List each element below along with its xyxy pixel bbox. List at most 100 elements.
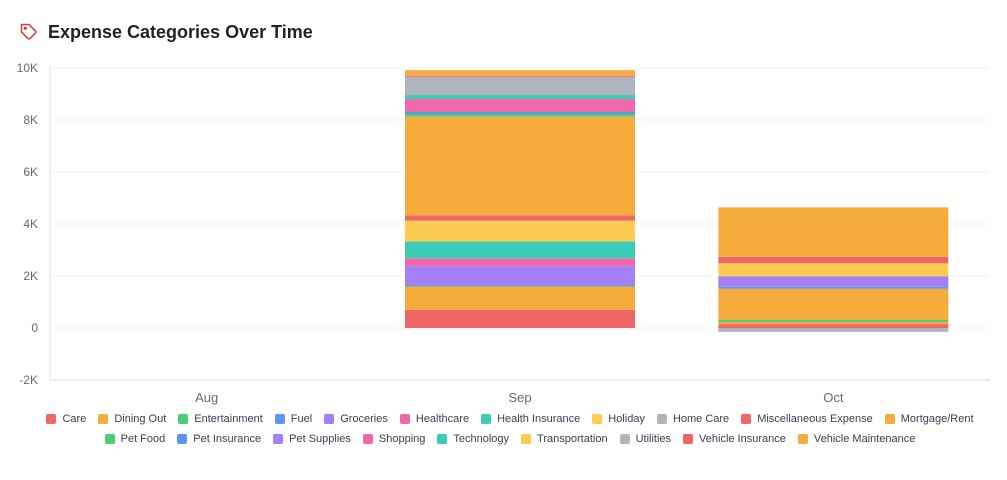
- legend-swatch: [619, 434, 630, 444]
- legend-swatch: [437, 434, 448, 444]
- bar-segment: [718, 324, 949, 328]
- legend-label: Healthcare: [415, 413, 470, 425]
- legend-label: Groceries: [340, 413, 388, 425]
- legend-swatch: [98, 414, 109, 424]
- y-tick-label: 6K: [23, 165, 38, 179]
- stacked-bar-chart: -2K 0 2K 4K 6K 8K 10K Aug Sep Oct: [17, 61, 990, 405]
- legend-swatch: [178, 414, 189, 424]
- bar-segment: [718, 286, 949, 289]
- legend-swatch: [324, 414, 335, 424]
- bar-segment: [718, 256, 949, 264]
- legend-swatch: [741, 414, 752, 424]
- legend-swatch: [273, 434, 284, 444]
- legend-item[interactable]: Vehicle Insurance: [683, 432, 786, 446]
- legend-item[interactable]: Mortgage/Rent: [884, 412, 974, 426]
- legend-swatch: [399, 414, 410, 424]
- bar-segment: [405, 111, 635, 115]
- bar-segment: [718, 322, 949, 325]
- bar-segment: [405, 266, 635, 285]
- y-tick-label: 4K: [23, 217, 38, 231]
- x-category-label: Oct: [823, 390, 844, 405]
- legend-item[interactable]: Utilities: [619, 432, 672, 446]
- bar-segment: [405, 215, 635, 221]
- bar-segment: [405, 258, 635, 267]
- legend-item[interactable]: Pet Supplies: [273, 432, 351, 446]
- chart-title: Expense Categories Over Time: [48, 21, 313, 42]
- legend-swatch: [177, 434, 188, 444]
- legend-label: Shopping: [378, 433, 426, 445]
- legend-label: Mortgage/Rent: [900, 413, 974, 425]
- legend-swatch: [521, 434, 532, 444]
- legend-swatch: [656, 414, 667, 424]
- y-tick-label: 8K: [23, 113, 38, 127]
- legend-label: Fuel: [290, 413, 313, 425]
- bar-segment: [405, 70, 635, 76]
- bar-segment: [405, 284, 635, 287]
- legend-item[interactable]: Healthcare: [399, 412, 470, 426]
- legend-item[interactable]: Miscellaneous Expense: [741, 412, 873, 426]
- legend-item[interactable]: Groceries: [324, 412, 388, 426]
- legend-item[interactable]: Shopping: [362, 432, 426, 446]
- bar-segment: [718, 319, 949, 323]
- legend-swatch: [592, 414, 603, 424]
- bar-segment: [405, 75, 635, 77]
- legend-label: Miscellaneous Expense: [757, 413, 873, 425]
- bar-segment: [718, 288, 949, 320]
- legend-swatch: [46, 414, 57, 424]
- legend-label: Home Care: [672, 413, 730, 425]
- legend-swatch: [274, 414, 285, 424]
- legend-item[interactable]: Dining Out: [98, 412, 166, 426]
- y-tick-label: -2K: [19, 373, 38, 387]
- legend-swatch: [884, 414, 895, 424]
- legend-item[interactable]: Home Care: [656, 412, 730, 426]
- bar-segment: [405, 95, 635, 99]
- y-tick-label: 10K: [17, 61, 38, 75]
- legend-label: Pet Insurance: [193, 433, 262, 445]
- legend-swatch: [362, 434, 373, 444]
- legend-item[interactable]: Holiday: [592, 412, 645, 426]
- y-tick-label: 0: [31, 321, 38, 335]
- y-tick-label: 2K: [23, 269, 38, 283]
- legend-swatch: [683, 434, 694, 444]
- bar-segment: [718, 207, 949, 257]
- chart-legend: Care Dining Out Entertainment Fuel Groceries…: [20, 412, 1000, 446]
- legend-swatch: [104, 434, 115, 444]
- bar-segment: [405, 309, 635, 328]
- legend-item[interactable]: Care: [46, 412, 86, 426]
- legend-label: Vehicle Maintenance: [813, 433, 916, 445]
- legend-swatch: [481, 414, 492, 424]
- legend-label: Pet Supplies: [289, 433, 351, 445]
- legend-swatch: [797, 434, 808, 444]
- tag-icon: [20, 23, 38, 41]
- bar-segment: [405, 98, 635, 112]
- legend-item[interactable]: Transportation: [521, 432, 608, 446]
- bar-segment: [405, 76, 635, 96]
- bar-segment: [405, 286, 635, 310]
- legend-label: Care: [62, 413, 87, 425]
- bar-segment: [718, 276, 949, 287]
- legend-label: Transportation: [537, 433, 608, 445]
- bar-segment: [405, 114, 635, 117]
- bar-segment: [405, 241, 635, 259]
- legend-item[interactable]: Entertainment: [178, 412, 263, 426]
- legend-label: Utilities: [635, 433, 672, 445]
- legend-label: Technology: [453, 433, 510, 445]
- bar-segment: [405, 116, 635, 216]
- legend-item[interactable]: Pet Insurance: [177, 432, 261, 446]
- legend-item[interactable]: Health Insurance: [481, 412, 580, 426]
- chart-header: Expense Categories Over Time: [20, 20, 313, 44]
- legend-label: Vehicle Insurance: [699, 433, 786, 445]
- legend-label: Pet Food: [120, 433, 166, 445]
- bar-segment: [405, 220, 635, 242]
- bar-segment: [718, 263, 949, 277]
- x-category-label: Aug: [195, 390, 218, 405]
- x-category-label: Sep: [508, 390, 531, 405]
- legend-label: Holiday: [608, 413, 645, 425]
- legend-label: Dining Out: [114, 413, 167, 425]
- legend-label: Health Insurance: [497, 413, 581, 425]
- legend-item[interactable]: Vehicle Maintenance: [797, 432, 916, 446]
- bar-segment: [718, 328, 949, 332]
- legend-item[interactable]: Technology: [437, 432, 509, 446]
- legend-item[interactable]: Fuel: [274, 412, 313, 426]
- legend-item[interactable]: Pet Food: [104, 432, 166, 446]
